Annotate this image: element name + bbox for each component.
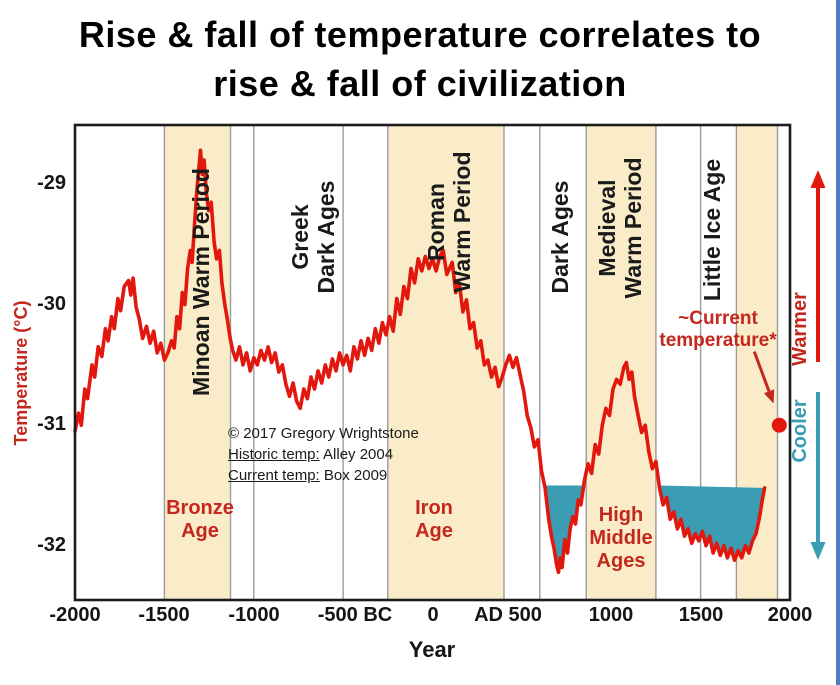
attribution-historic-value: Alley 2004 xyxy=(319,446,394,463)
chart-title-line2: rise & fall of civilization xyxy=(213,63,627,104)
period-label-line: Warm Period xyxy=(620,157,646,299)
period-label-roman-warm-period: Roman Warm Period xyxy=(423,142,475,302)
y-tick-label: -29 xyxy=(37,172,66,194)
cooler-label: Cooler xyxy=(789,399,811,463)
age-label-line: Bronze xyxy=(166,497,234,519)
attribution-current: Current temp: Box 2009 xyxy=(228,465,419,486)
x-tick-label: AD 500 xyxy=(474,604,542,626)
cooler-than-reference-region xyxy=(544,485,584,573)
y-tick-label: -30 xyxy=(37,293,66,315)
x-tick-label: 1500 xyxy=(678,604,724,626)
attribution: © 2017 Gregory Wrightstone Historic temp… xyxy=(228,423,419,486)
age-label-high-middle-ages: High Middle Ages xyxy=(561,504,681,573)
period-label-line: Warm Period xyxy=(449,151,475,293)
x-tick-label: 0 xyxy=(427,604,439,626)
period-label-line: Dark Ages xyxy=(547,180,573,294)
x-tick-label: -500 BC xyxy=(317,604,393,626)
period-label-line: Little Ice Age xyxy=(699,158,725,302)
chart-title: Rise & fall of temperature correlates to… xyxy=(0,10,840,108)
period-label-minoan-warm-period: Minoan Warm Period xyxy=(188,122,214,442)
age-label-line: Middle xyxy=(589,527,653,549)
y-tick-label: -32 xyxy=(37,534,66,556)
plot-frame xyxy=(73,123,792,602)
age-label-line: Age xyxy=(415,520,453,542)
period-label-medieval-warm-period: Medieval Warm Period xyxy=(594,148,646,308)
x-tick-label: -1000 xyxy=(228,604,280,626)
age-label-line: Age xyxy=(181,520,219,542)
current-temperature-label-line: ~Current xyxy=(678,308,758,329)
x-tick-label: 1000 xyxy=(588,604,634,626)
slide-edge-accent xyxy=(836,0,840,685)
age-label-bronze-age: Bronze Age xyxy=(140,497,260,543)
period-label-line: Medieval xyxy=(594,179,620,277)
current-temp-arrowhead xyxy=(763,389,775,404)
current-temp-arrow xyxy=(752,351,771,392)
age-label-line: Iron xyxy=(415,497,453,519)
current-temperature-label-line: temperature* xyxy=(659,330,777,351)
attribution-current-value: Box 2009 xyxy=(319,467,388,484)
warmer-arrowhead xyxy=(810,170,826,188)
attribution-historic-label: Historic temp: xyxy=(228,446,320,463)
age-label-line: High xyxy=(598,504,644,526)
period-label-line: Greek xyxy=(287,204,313,270)
chart-title-line1: Rise & fall of temperature correlates to xyxy=(78,14,762,55)
period-label-line: Roman xyxy=(423,183,449,261)
y-tick-label: -31 xyxy=(37,413,66,435)
x-tick-label: 2000 xyxy=(767,604,813,626)
temperature-series-line xyxy=(73,148,767,575)
attribution-historic: Historic temp: Alley 2004 xyxy=(228,444,419,465)
warm-period-band-medieval xyxy=(586,125,656,600)
cooler-arrowhead xyxy=(810,542,826,560)
x-axis-title: Year xyxy=(408,637,456,662)
attribution-current-label: Current temp: xyxy=(228,467,320,484)
current-temperature-dot xyxy=(771,417,787,433)
period-label-greek-dark-ages: Greek Dark Ages xyxy=(287,162,339,312)
cooler-than-reference-region xyxy=(659,485,765,561)
period-label-line: Minoan Warm Period xyxy=(188,168,214,396)
current-temperature-label: ~Current temperature* xyxy=(633,308,803,352)
attribution-copyright: © 2017 Gregory Wrightstone xyxy=(228,425,419,442)
x-tick-label: -1500 xyxy=(138,604,190,626)
period-label-dark-ages: Dark Ages xyxy=(547,162,573,312)
period-label-line: Dark Ages xyxy=(313,180,339,294)
period-label-little-ice-age: Little Ice Age xyxy=(699,140,725,320)
x-tick-label: -2000 xyxy=(49,604,101,626)
age-label-iron-age: Iron Age xyxy=(374,497,494,543)
age-label-line: Ages xyxy=(596,550,646,572)
